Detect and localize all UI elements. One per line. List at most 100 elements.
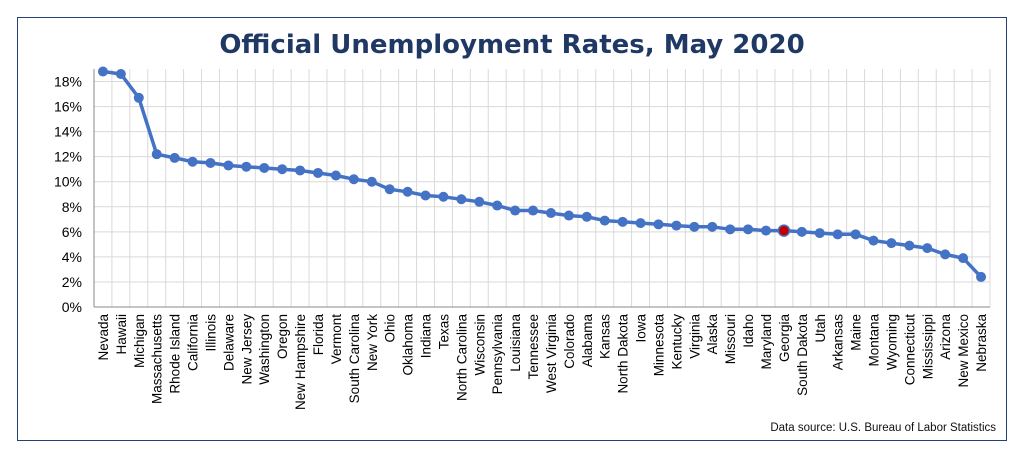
x-tick-label: Colorado [562,314,577,369]
x-tick-label: Florida [311,314,326,356]
data-point [940,249,951,260]
data-point [151,149,162,160]
y-tick-label: 2% [62,274,82,290]
x-tick-label: Maryland [759,314,774,370]
data-point [456,194,467,205]
data-source-note: Data source: U.S. Bureau of Labor Statis… [770,422,996,434]
data-point [725,224,736,235]
x-tick-label: Rhode Island [168,314,183,394]
x-tick-label: Oregon [275,314,290,359]
data-point [528,205,539,216]
data-point [259,162,270,173]
x-tick-label: New York [365,314,380,371]
data-point [904,240,915,251]
data-point [671,220,682,231]
x-tick-label: West Virginia [544,314,559,394]
data-point [241,161,252,172]
data-point [115,69,126,80]
data-point [689,221,700,232]
x-tick-label: Washington [257,314,272,385]
y-tick-label: 8% [62,199,82,215]
data-point [223,160,234,171]
x-tick-label: Illinois [203,314,218,352]
y-tick-label: 6% [62,224,82,240]
data-point [617,216,628,227]
x-tick-label: South Carolina [347,314,362,404]
x-tick-label: Wisconsin [472,314,487,376]
x-tick-label: New Mexico [956,314,971,388]
x-tick-label: Minnesota [651,314,666,377]
y-tick-label: 0% [62,299,82,315]
data-point [868,235,879,246]
x-tick-label: Oklahoma [401,314,416,376]
data-point [796,226,807,237]
x-tick-label: Montana [867,314,882,367]
data-point [492,200,503,211]
data-point [187,156,198,167]
x-tick-label: Michigan [132,314,147,368]
data-point [832,229,843,240]
y-tick-label: 18% [54,74,82,90]
x-tick-label: North Dakota [616,314,631,394]
x-tick-label: Delaware [221,314,236,371]
x-tick-label: Missouri [723,314,738,364]
data-point-highlight [777,224,791,237]
data-point [850,229,861,240]
x-tick-label: Utah [813,314,828,343]
data-point [635,218,646,229]
x-tick-label: California [186,314,201,372]
x-tick-label: New Jersey [239,314,254,385]
x-tick-label: Vermont [329,314,344,365]
x-tick-label: Tennessee [526,314,541,379]
x-tick-label: Alaska [705,314,720,355]
x-tick-label: Ohio [383,314,398,343]
data-point [474,196,485,207]
y-tick-label: 12% [54,149,82,165]
data-point [295,165,306,176]
data-point [348,174,359,185]
data-point [384,184,395,195]
data-point [205,157,216,168]
x-tick-label: Kentucky [669,314,684,370]
data-point [743,224,754,235]
data-point [599,215,610,226]
x-tick-label: Indiana [419,314,434,359]
data-point [510,205,521,216]
data-point [366,176,377,187]
x-tick-label: Virginia [687,314,702,359]
data-point [563,210,574,221]
y-tick-label: 16% [54,99,82,115]
x-tick-label: South Dakota [795,314,810,396]
data-point [761,225,771,236]
data-point [330,170,341,181]
y-tick-label: 14% [54,124,82,140]
x-tick-label: Iowa [634,314,649,343]
data-point [653,219,664,230]
data-point [97,66,108,77]
y-tick-label: 4% [62,249,82,265]
data-point [581,211,592,222]
data-point [814,228,825,239]
y-tick-label: 10% [54,174,82,190]
x-tick-label: Idaho [741,314,756,348]
x-tick-label: Nebraska [974,314,989,372]
x-tick-label: Louisiana [508,314,523,372]
data-point [886,238,897,249]
x-tick-label: Pennsylvania [490,314,505,395]
data-point [438,191,449,202]
x-tick-label: Arizona [938,314,953,360]
x-tick-label: Hawaii [114,314,129,355]
x-tick-label: Maine [849,314,864,351]
x-tick-label: Wyoming [884,314,899,370]
x-tick-label: Mississippi [920,314,935,379]
x-tick-label: New Hampshire [293,314,308,410]
x-tick-label: Georgia [777,314,792,363]
x-tick-label: Arkansas [831,314,846,371]
chart-frame: Official Unemployment Rates, May 2020 Da… [17,17,1007,441]
data-point [922,243,933,254]
x-tick-label: Texas [436,314,451,350]
data-point [976,271,987,282]
data-point [133,92,144,103]
data-point [313,167,323,178]
